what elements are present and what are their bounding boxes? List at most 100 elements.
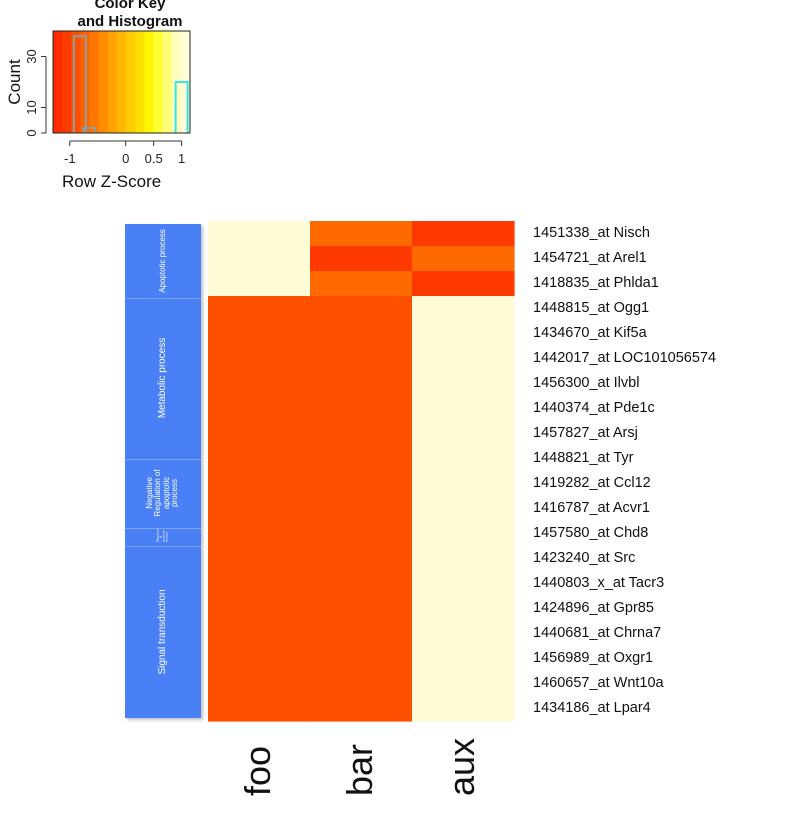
- heatmap-cell: [208, 371, 311, 397]
- row-group-label: Signal transduction: [156, 589, 168, 675]
- heatmap-cell: [208, 571, 311, 597]
- color-key-band: [89, 31, 100, 133]
- row-group-divider: [125, 458, 201, 460]
- heatmap-cell: [310, 496, 413, 522]
- histogram-bar: [72, 35, 87, 133]
- row-group-label: Apoptotic process: [157, 229, 167, 293]
- heatmap-cell: [412, 546, 515, 572]
- heatmap-cell: [310, 421, 413, 447]
- row-label: 1448815_at Ogg1: [533, 300, 650, 316]
- row-group-divider: [125, 527, 201, 529]
- heatmap-cell: [208, 496, 311, 522]
- row-label: 1434670_at Kif5a: [533, 325, 647, 341]
- heatmap-cell: [412, 596, 515, 622]
- row-group-box: Metabolic process: [125, 298, 201, 459]
- row-label: 1448821_at Tyr: [533, 450, 634, 466]
- heatmap-cell: [208, 221, 311, 247]
- heatmap-cell: [412, 471, 515, 497]
- heatmap-cell: [412, 246, 515, 272]
- heatmap-cell: [208, 696, 311, 722]
- heatmap-cell: [208, 596, 311, 622]
- row-label: 1423240_at Src: [533, 550, 636, 566]
- heatmap-cell: [412, 571, 515, 597]
- color-key-band: [98, 31, 109, 133]
- heatmap-cell: [208, 521, 311, 547]
- heatmap-cell: [412, 371, 515, 397]
- row-label: 1457827_at Arsj: [533, 425, 638, 441]
- heatmap-cell: [310, 321, 413, 347]
- row-label: 1454721_at Arel1: [533, 250, 647, 266]
- heatmap-cell: [412, 346, 515, 372]
- color-key-band: [153, 31, 164, 133]
- color-key-xlabel: Row Z-Score: [62, 172, 162, 191]
- heatmap-cell: [412, 421, 515, 447]
- row-group-label: Regulation of apoptotic process: [155, 527, 170, 543]
- heatmap-cell: [310, 546, 413, 572]
- y-tick-label: 0: [24, 129, 39, 136]
- y-tick-label: 30: [24, 49, 39, 63]
- heatmap-cell: [208, 346, 311, 372]
- row-group-divider: [125, 298, 201, 300]
- color-key-title: Color Key and Histogram: [77, 0, 183, 30]
- row-label: 1457580_at Chd8: [533, 525, 649, 541]
- x-tick-label: 0.5: [145, 151, 163, 166]
- row-group-box: Regulation of apoptotic process: [125, 527, 201, 547]
- row-label: 1456300_at Ilvbl: [533, 375, 640, 391]
- heatmap-cell: [310, 596, 413, 622]
- color-key-band: [53, 31, 63, 133]
- heatmap-cell: [310, 371, 413, 397]
- row-label: 1456989_at Oxgr1: [533, 650, 654, 666]
- heatmap-cell: [412, 296, 515, 322]
- heatmap-cell: [208, 321, 311, 347]
- heatmap-cell: [208, 446, 311, 472]
- heatmap-cell: [310, 571, 413, 597]
- row-group-label: Negative Regulation of apoptotic process: [145, 469, 180, 517]
- heatmap-cell: [412, 646, 515, 672]
- row-label: 1440681_at Chrna7: [533, 625, 662, 641]
- heatmap-cell: [208, 296, 311, 322]
- row-group-box: Apoptotic process: [125, 224, 201, 299]
- color-key-band: [71, 31, 81, 133]
- heatmap-cell: [310, 446, 413, 472]
- heatmap-cell: [310, 471, 413, 497]
- row-label: 1418835_at Phlda1: [533, 275, 659, 291]
- heatmap-cell: [208, 421, 311, 447]
- heatmap-cell: [412, 446, 515, 472]
- heatmap-cell: [310, 671, 413, 697]
- color-key-band: [107, 31, 118, 133]
- heatmap-cell: [310, 521, 413, 547]
- row-label: 1440374_at Pde1c: [533, 400, 655, 416]
- row-label: 1424896_at Gpr85: [533, 600, 654, 616]
- heatmap-cell: [412, 671, 515, 697]
- heatmap-cell: [208, 546, 311, 572]
- y-tick-label: 10: [24, 100, 39, 114]
- heatmap-cell: [208, 471, 311, 497]
- heatmap-cell: [310, 271, 413, 297]
- heatmap-cell: [310, 221, 413, 247]
- row-label: 1440803_x_at Tacr3: [533, 575, 665, 591]
- x-tick-label: -1: [64, 151, 76, 166]
- row-group-box: Negative Regulation of apoptotic process: [125, 458, 201, 528]
- heatmap-cell: [310, 346, 413, 372]
- heatmap-cell: [208, 396, 311, 422]
- heatmap-cell: [412, 521, 515, 547]
- histogram-bar: [174, 81, 189, 133]
- heatmap-cell: [412, 271, 515, 297]
- color-key-band: [162, 31, 173, 133]
- row-label: 1419282_at Ccl12: [533, 475, 651, 491]
- row-group-box: Signal transduction: [125, 546, 201, 718]
- heatmap-cell: [208, 621, 311, 647]
- heatmap-cell: [310, 646, 413, 672]
- color-key-band: [126, 31, 136, 133]
- heatmap-cell: [412, 621, 515, 647]
- heatmap-cell: [208, 246, 311, 272]
- color-key-band: [116, 31, 127, 133]
- row-label: 1451338_at Nisch: [533, 225, 650, 241]
- color-key-band: [62, 31, 72, 133]
- column-label: bar: [339, 743, 380, 796]
- row-label: 1416787_at Acvr1: [533, 500, 650, 516]
- histogram-bar: [82, 126, 97, 133]
- color-key-ylabel: Count: [5, 59, 24, 105]
